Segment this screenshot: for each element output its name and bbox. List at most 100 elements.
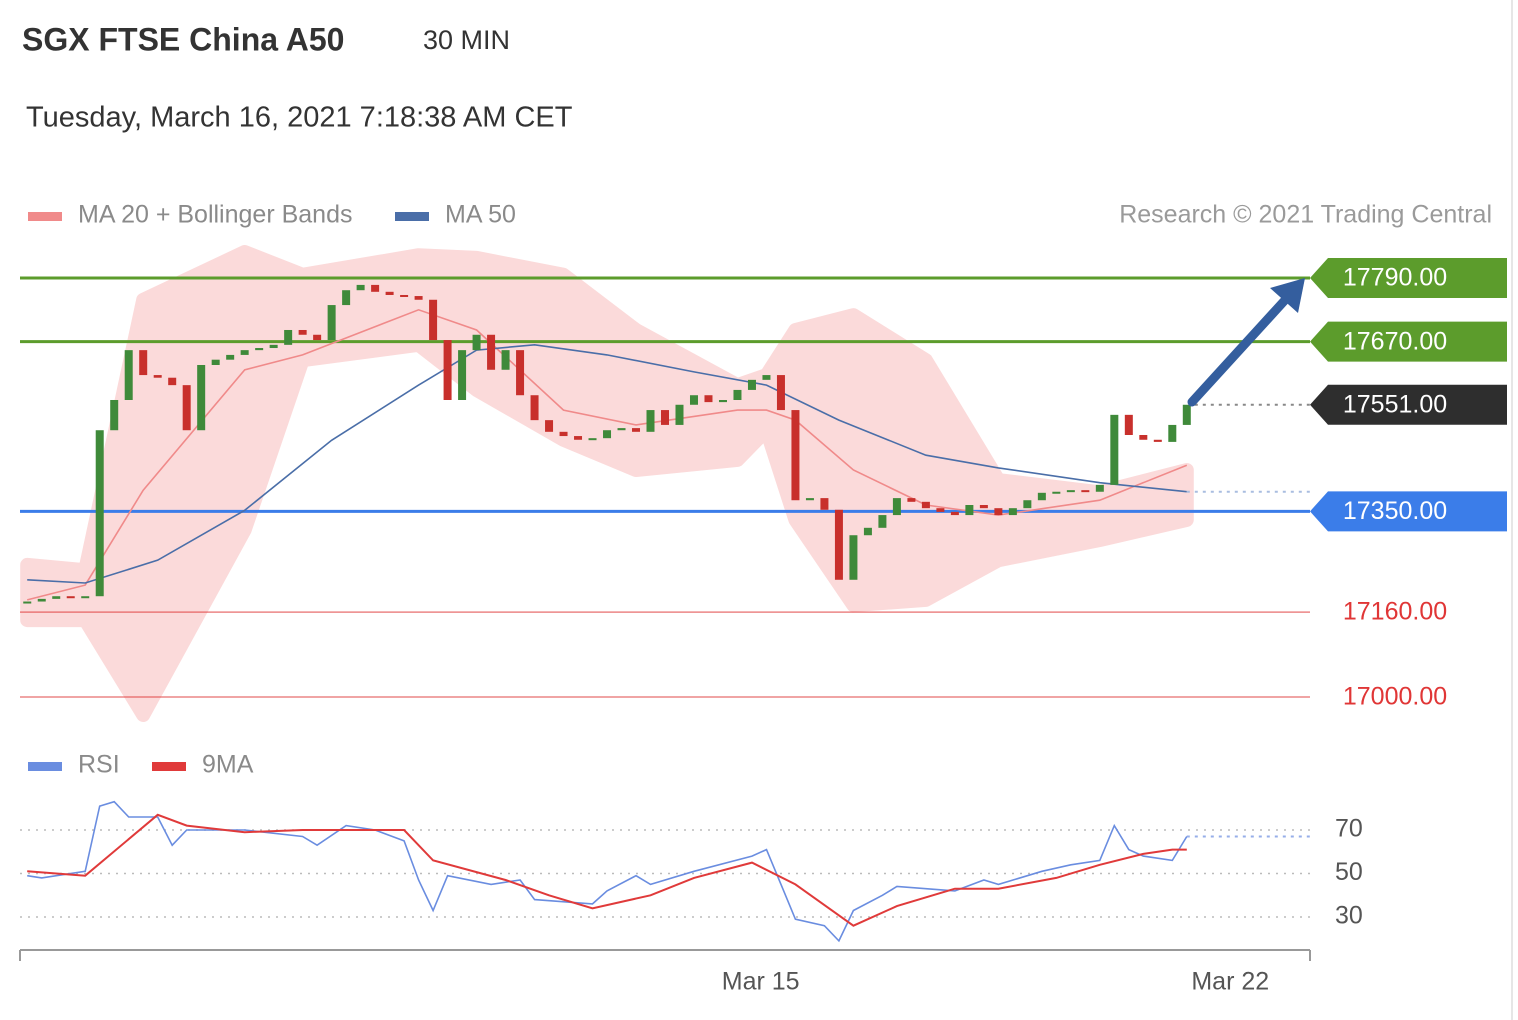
candle [1110,414,1119,485]
candle [646,410,655,432]
candle [632,428,641,432]
candle [559,431,568,437]
timestamp: Tuesday, March 16, 2021 7:18:38 AM CET [26,102,573,134]
level-tag [1310,258,1507,299]
candle [443,340,452,400]
candle [1081,490,1090,493]
candle [472,334,481,351]
indicator-line [27,813,1187,927]
level-label: 17350.00 [1343,497,1447,525]
candle [892,498,901,516]
candle [255,348,264,351]
price-back: MA 20 + Bollinger Bands MA 50 [20,201,1310,722]
level-label: 17790.00 [1343,264,1447,292]
price-lines [23,284,1310,604]
candle [139,350,148,376]
candle [81,596,90,599]
candle [52,596,61,599]
candle [1052,491,1061,494]
candle [371,284,380,292]
legend-swatch [152,762,186,771]
candle [834,509,843,580]
legend-swatch [28,762,62,771]
candle [588,438,597,441]
interval: 30 MIN [423,25,510,55]
candle [168,377,177,386]
candle [704,395,713,403]
y-tick-label: 50 [1335,858,1363,886]
legend-label: MA 50 [445,201,516,229]
candle [1139,434,1148,440]
candle [1095,484,1104,492]
candle [994,508,1003,516]
candle [979,505,988,509]
candle [487,334,496,370]
candle [762,375,771,380]
candle [921,501,930,509]
rsi-panel: RSI 9MA 70 50 30 Mar 15 Mar 22 [20,751,1363,996]
candle [805,498,814,501]
candle [240,350,249,355]
candle [182,385,191,431]
candle [689,395,698,405]
candle [153,375,162,378]
candle [211,359,220,365]
candle [313,334,322,341]
level-tag [1310,491,1507,532]
legend-label: 9MA [202,751,254,779]
candle [501,350,510,370]
candle [776,375,785,411]
level-label: 17670.00 [1343,327,1447,355]
candle [385,291,394,295]
indicator-line [27,800,1188,943]
candle [791,410,800,501]
candle [1066,490,1075,493]
candle [574,436,583,440]
candle [747,379,756,390]
moving-average [27,308,1188,601]
candle [936,508,945,512]
candle [1182,404,1191,425]
candle [110,399,119,431]
y-tick-label: 30 [1335,902,1363,930]
level-label: 17000.00 [1343,683,1447,711]
candle [1023,500,1032,509]
candle [863,527,872,536]
legend-label: MA 20 + Bollinger Bands [78,201,352,229]
legend-swatch [395,212,429,221]
candle [849,535,858,580]
candle [878,515,887,528]
candle [1153,439,1162,442]
title: SGX FTSE China A50 [22,21,344,57]
arrow-head [1270,278,1305,313]
x-tick-label: Mar 15 [722,968,800,996]
candle [907,498,916,502]
moving-average [27,343,1187,584]
candle [820,498,829,510]
candle [545,420,554,432]
candle [617,428,626,431]
candle [66,596,75,599]
candle [530,395,539,421]
candle [23,601,32,604]
candle [124,350,133,400]
candle [226,354,235,360]
candle [429,299,438,341]
candle [950,511,959,516]
legend-swatch [28,212,62,221]
candle [718,399,727,403]
level-tag [1310,384,1507,425]
level-label: 17160.00 [1343,598,1447,626]
candle [95,430,104,597]
legend-label: RSI [78,751,120,779]
x-tick-label: Mar 22 [1191,968,1269,996]
candle [197,364,206,431]
bollinger-band [20,245,1194,722]
candle [327,305,336,341]
candle [603,430,612,439]
candle [733,389,742,400]
candle [414,296,423,300]
candle [356,284,365,291]
candle [37,598,46,602]
